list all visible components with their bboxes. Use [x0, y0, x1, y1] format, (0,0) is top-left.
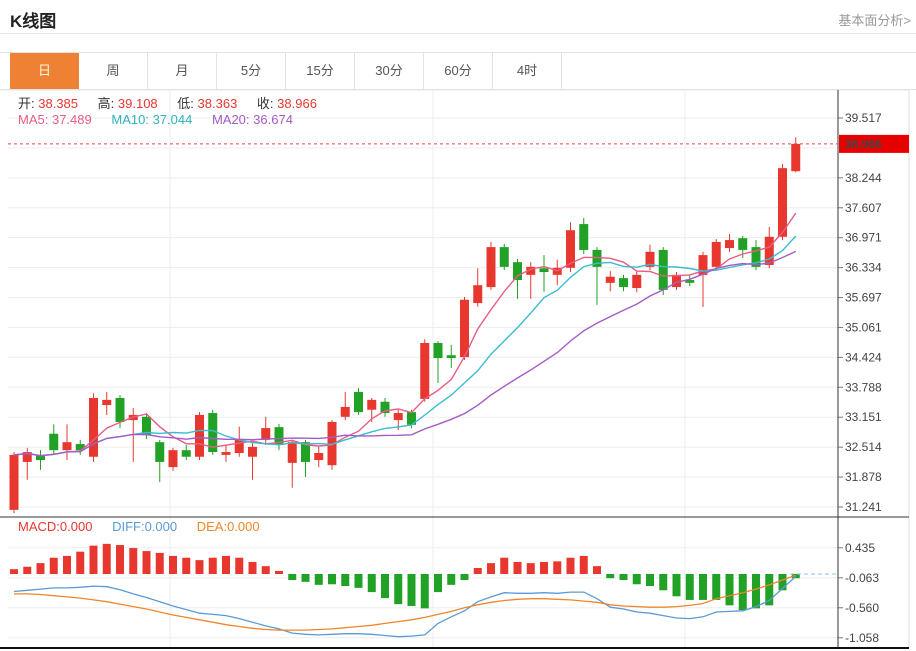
tab-5min[interactable]: 5分	[217, 53, 286, 89]
svg-text:-1.058: -1.058	[845, 631, 879, 645]
page-title: K线图	[10, 12, 57, 31]
fundamental-analysis-link[interactable]: 基本面分析>	[838, 13, 911, 28]
ma10-line	[13, 235, 797, 457]
svg-text:33.788: 33.788	[845, 380, 882, 394]
dea-layer	[14, 574, 797, 631]
svg-text:35.697: 35.697	[845, 291, 882, 305]
svg-text:38.244: 38.244	[845, 171, 882, 185]
svg-text:36.334: 36.334	[845, 261, 882, 275]
svg-text:-0.063: -0.063	[845, 571, 879, 585]
tab-day[interactable]: 日	[10, 53, 79, 89]
svg-text:33.151: 33.151	[845, 410, 882, 424]
svg-text:0.435: 0.435	[845, 541, 875, 555]
chart-frame	[0, 89, 910, 649]
tab-4hour[interactable]: 4时	[493, 53, 562, 89]
tab-week[interactable]: 周	[79, 53, 148, 89]
diff-layer	[13, 575, 797, 638]
svg-text:31.878: 31.878	[845, 470, 882, 484]
ma5-line	[13, 212, 797, 457]
ma5-layer	[13, 212, 797, 457]
svg-text:37.607: 37.607	[845, 201, 882, 215]
svg-text:-0.560: -0.560	[845, 601, 879, 615]
macd-axis: 0.435 -0.063 -0.560 -1.058	[837, 541, 879, 645]
interval-tab-strip: 日 周 月 5分 15分 30分 60分 4时	[0, 52, 916, 90]
ma20-line	[13, 250, 797, 457]
current-price-tag	[839, 134, 909, 153]
tab-month[interactable]: 月	[148, 53, 217, 89]
tab-15min[interactable]: 15分	[286, 53, 355, 89]
header-divider	[0, 33, 916, 34]
macd-histogram	[10, 543, 800, 611]
interval-tabs: 日 周 月 5分 15分 30分 60分 4时	[10, 53, 916, 89]
tab-60min[interactable]: 60分	[424, 53, 493, 89]
price-axis: 39.517 38.244 37.607 36.971 36.334 35.697 35.0…	[837, 111, 882, 514]
svg-text:31.241: 31.241	[845, 500, 882, 514]
diff-line	[13, 575, 797, 638]
dea-line	[14, 574, 797, 631]
current-price-tag-text: 38.966	[845, 137, 882, 151]
svg-text:39.517: 39.517	[845, 111, 882, 125]
svg-text:35.061: 35.061	[845, 320, 882, 334]
ma10-layer	[13, 235, 797, 457]
tab-30min[interactable]: 30分	[355, 53, 424, 89]
candles-layer	[9, 137, 801, 514]
svg-text:36.971: 36.971	[845, 231, 882, 245]
current-price-layer: 38.966	[8, 134, 909, 153]
svg-text:32.514: 32.514	[845, 440, 882, 454]
ma20-layer	[13, 250, 797, 457]
svg-text:34.424: 34.424	[845, 350, 882, 364]
